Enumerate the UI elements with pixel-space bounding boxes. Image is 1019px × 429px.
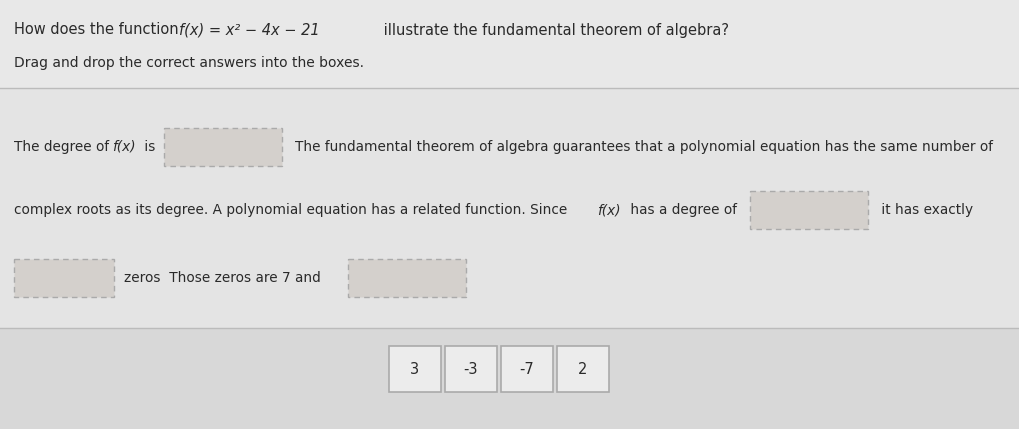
Text: Drag and drop the correct answers into the boxes.: Drag and drop the correct answers into t… [14,56,364,70]
Text: 3: 3 [411,362,420,377]
Text: 2: 2 [579,362,588,377]
Bar [348,259,466,297]
Text: -3: -3 [464,362,478,377]
Text: The fundamental theorem of algebra guarantees that a polynomial equation has the: The fundamental theorem of algebra guara… [294,140,993,154]
Bar [389,346,441,392]
Bar [0,88,1019,328]
Text: complex roots as its degree. A polynomial equation has a related function. Since: complex roots as its degree. A polynomia… [14,203,572,217]
Text: has a degree of: has a degree of [626,203,737,217]
Text: illustrate the fundamental theorem of algebra?: illustrate the fundamental theorem of al… [379,22,729,37]
Text: it has exactly: it has exactly [877,203,973,217]
Bar [164,128,282,166]
Bar [445,346,497,392]
Bar [557,346,609,392]
Text: zeros  Those zeros are 7 and: zeros Those zeros are 7 and [124,271,321,285]
Bar [501,346,553,392]
Text: f(x): f(x) [112,140,136,154]
Bar [0,0,1019,88]
Text: The degree of: The degree of [14,140,113,154]
Text: f(x): f(x) [597,203,621,217]
Bar [750,191,868,229]
Bar [14,259,114,297]
Text: is: is [140,140,155,154]
Text: How does the function: How does the function [14,22,183,37]
Text: f(x) = x² − 4x − 21: f(x) = x² − 4x − 21 [179,22,320,37]
Bar [0,328,1019,429]
Text: -7: -7 [520,362,534,377]
